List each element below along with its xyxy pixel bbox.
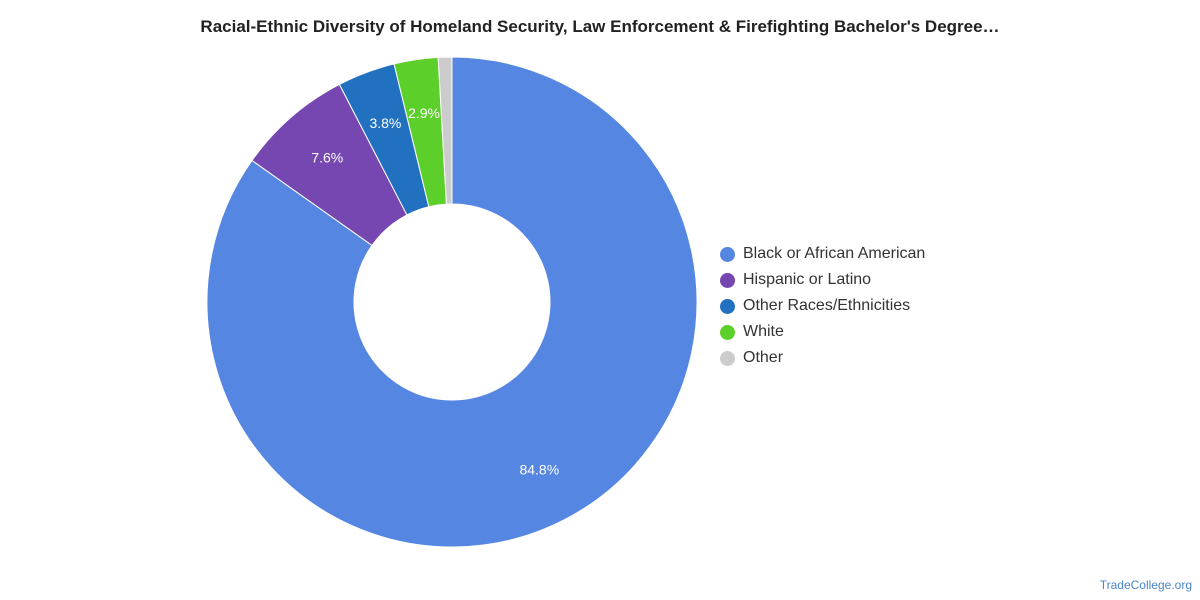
slice-label-other-races-ethnicities: 3.8% bbox=[369, 115, 401, 131]
slice-label-white: 2.9% bbox=[408, 105, 440, 121]
legend-swatch-icon bbox=[720, 272, 735, 288]
slice-label-black-or-african-american: 84.8% bbox=[519, 461, 559, 477]
slices-group bbox=[206, 56, 698, 548]
chart-legend: Black or African American Hispanic or Lat… bbox=[720, 241, 925, 371]
slice-label-hispanic-or-latino: 7.6% bbox=[311, 149, 343, 165]
legend-item-hispanic-or-latino[interactable]: Hispanic or Latino bbox=[720, 267, 925, 293]
legend-swatch-icon bbox=[720, 246, 735, 262]
legend-label: Black or African American bbox=[743, 245, 926, 262]
slice-other[interactable] bbox=[437, 56, 453, 205]
legend-item-white[interactable]: White bbox=[720, 319, 925, 345]
legend-swatch-icon bbox=[720, 350, 735, 366]
legend-label: Hispanic or Latino bbox=[743, 271, 872, 288]
source-watermark[interactable]: TradeCollege.org bbox=[1099, 578, 1192, 592]
legend-item-other-races-ethnicities[interactable]: Other Races/Ethnicities bbox=[720, 293, 925, 319]
legend-label: White bbox=[743, 323, 784, 340]
legend-label: Other Races/Ethnicities bbox=[743, 297, 911, 314]
legend-item-other[interactable]: Other bbox=[720, 345, 925, 371]
legend-label: Other bbox=[743, 349, 784, 366]
legend-item-black-or-african-american[interactable]: Black or African American bbox=[720, 241, 925, 267]
slice-black-or-african-american[interactable] bbox=[206, 56, 698, 548]
legend-swatch-icon bbox=[720, 324, 735, 340]
legend-swatch-icon bbox=[720, 298, 735, 314]
slice-labels-group: 84.8% 7.6% 3.8% 2.9% bbox=[311, 105, 559, 478]
chart-title: Racial-Ethnic Diversity of Homeland Secu… bbox=[200, 17, 1000, 36]
